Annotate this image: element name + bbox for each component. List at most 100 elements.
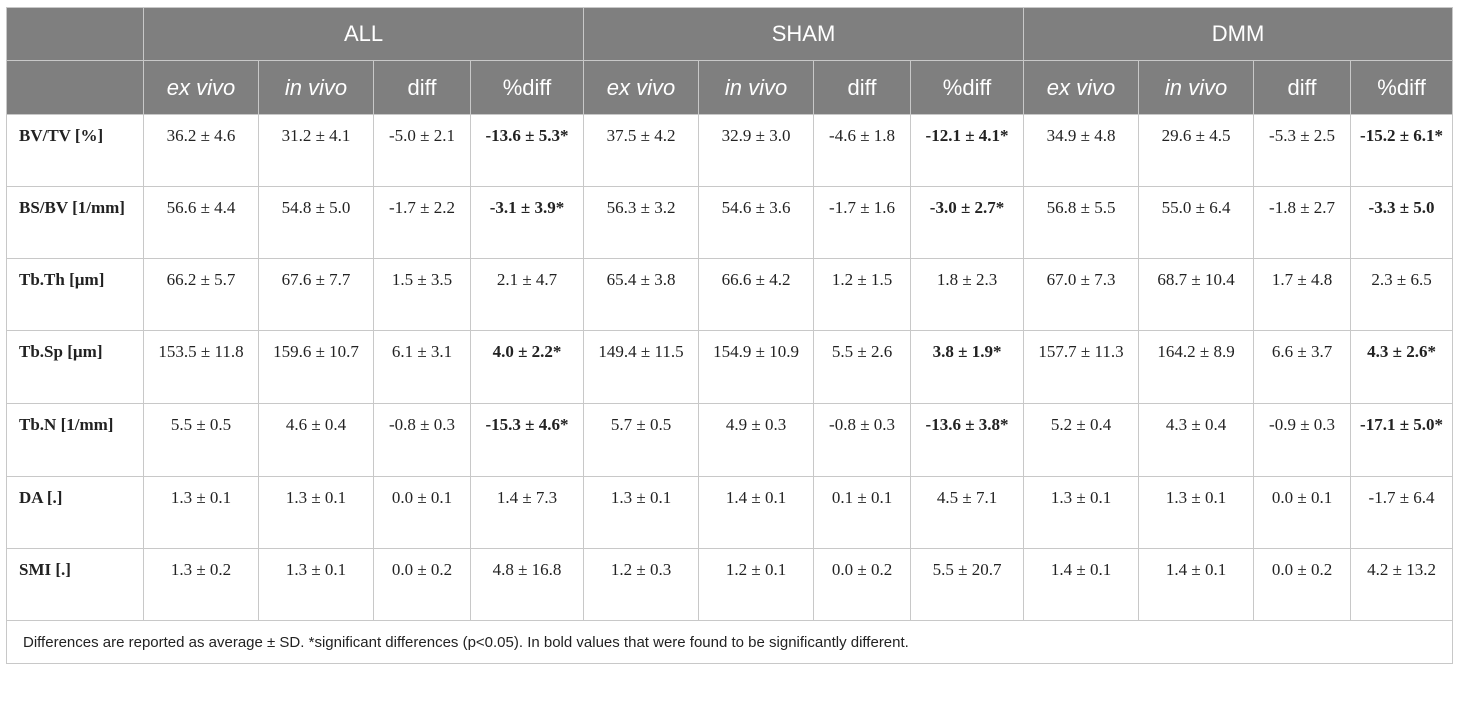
- table-cell: 164.2 ± 8.9: [1138, 330, 1255, 404]
- table-row: Tb.Sp [µm] 153.5 ± 11.8 159.6 ± 10.7 6.1 ± …: [6, 330, 1454, 404]
- group-header-dmm: DMM: [1023, 7, 1454, 61]
- table-cell: -12.1 ± 4.1*: [910, 114, 1025, 187]
- table-cell: 0.0 ± 0.1: [373, 476, 471, 549]
- table-cell: 4.6 ± 0.4: [258, 403, 374, 477]
- table-cell: -15.3 ± 4.6*: [469, 403, 585, 477]
- table-cell: 55.0 ± 6.4: [1138, 186, 1255, 259]
- table-cell: 4.9 ± 0.3: [698, 403, 815, 477]
- table-cell: 32.9 ± 3.0: [698, 114, 815, 187]
- table-cell: 5.5 ± 20.7: [910, 548, 1025, 621]
- table-cell: 0.0 ± 0.1: [1253, 476, 1352, 549]
- table-cell: 4.8 ± 16.8: [469, 548, 585, 621]
- table-cell: 0.0 ± 0.2: [813, 548, 912, 621]
- row-label: Tb.N [1/mm]: [6, 403, 144, 477]
- table-row: Tb.N [1/mm] 5.5 ± 0.5 4.6 ± 0.4 -0.8 ± 0.3-…: [6, 403, 1454, 477]
- table-cell: 1.3 ± 0.2: [143, 548, 259, 621]
- table-cell: 4.3 ± 0.4: [1138, 403, 1255, 477]
- table-cell: 56.6 ± 4.4: [143, 186, 259, 259]
- table-cell: 1.3 ± 0.1: [583, 476, 700, 549]
- table-cell: 3.8 ± 1.9*: [910, 330, 1025, 404]
- subheader-dmm-invivo: in vivo: [1138, 60, 1255, 115]
- table-cell: 67.0 ± 7.3: [1023, 258, 1140, 331]
- table-cell: 29.6 ± 4.5: [1138, 114, 1255, 187]
- results-table: ALL SHAM DMM ex vivo in vivo diff %diff ex v…: [5, 7, 1454, 664]
- table-cell: -1.8 ± 2.7: [1253, 186, 1352, 259]
- table-cell: 66.6 ± 4.2: [698, 258, 815, 331]
- table-cell: 153.5 ± 11.8: [143, 330, 259, 404]
- table-cell: 6.6 ± 3.7: [1253, 330, 1352, 404]
- table-cell: 1.4 ± 0.1: [1023, 548, 1140, 621]
- row-label: Tb.Th [µm]: [6, 258, 144, 331]
- subheader-all-exvivo: ex vivo: [143, 60, 259, 115]
- table-cell: 6.1 ± 3.1: [373, 330, 471, 404]
- table-cell: 154.9 ± 10.9: [698, 330, 815, 404]
- table-cell: 56.3 ± 3.2: [583, 186, 700, 259]
- table-cell: 37.5 ± 4.2: [583, 114, 700, 187]
- table-cell: -3.1 ± 3.9*: [469, 186, 585, 259]
- table-cell: 36.2 ± 4.6: [143, 114, 259, 187]
- table-row: BV/TV [%] 36.2 ± 4.6 31.2 ± 4.1 -5.0 ± 2.1-…: [6, 114, 1454, 187]
- table-row: DA [.] 1.3 ± 0.1 1.3 ± 0.1 0.0 ± 0.1 1.4 ± 7…: [6, 476, 1454, 549]
- table-cell: 68.7 ± 10.4: [1138, 258, 1255, 331]
- table-cell: 1.7 ± 4.8: [1253, 258, 1352, 331]
- table-cell: 2.3 ± 6.5: [1350, 258, 1454, 331]
- table-cell: -3.0 ± 2.7*: [910, 186, 1025, 259]
- row-label: Tb.Sp [µm]: [6, 330, 144, 404]
- subheader-row: ex vivo in vivo diff %diff ex vivo in vivo dif…: [6, 60, 1454, 115]
- table-row: SMI [.] 1.3 ± 0.2 1.3 ± 0.1 0.0 ± 0.2 4.8 ± …: [6, 548, 1454, 621]
- table-cell: -13.6 ± 3.8*: [910, 403, 1025, 477]
- table-cell: 34.9 ± 4.8: [1023, 114, 1140, 187]
- row-label: DA [.]: [6, 476, 144, 549]
- row-label: SMI [.]: [6, 548, 144, 621]
- table-cell: 1.2 ± 0.1: [698, 548, 815, 621]
- footnote-row: Differences are reported as average ± SD…: [5, 620, 1454, 664]
- table-row: Tb.Th [µm] 66.2 ± 5.7 67.6 ± 7.7 1.5 ± 3.5 2…: [6, 258, 1454, 331]
- subheader-all-diff: %diff: [469, 60, 585, 115]
- table-cell: 5.2 ± 0.4: [1023, 403, 1140, 477]
- corner-cell-2: [6, 60, 144, 115]
- table-cell: -1.7 ± 6.4: [1350, 476, 1454, 549]
- table-cell: -0.9 ± 0.3: [1253, 403, 1352, 477]
- table-cell: 1.5 ± 3.5: [373, 258, 471, 331]
- subheader-dmm-diff: diff: [1253, 60, 1352, 115]
- subheader-all-diff: diff: [373, 60, 471, 115]
- table-cell: 54.8 ± 5.0: [258, 186, 374, 259]
- table-cell: 31.2 ± 4.1: [258, 114, 374, 187]
- table-cell: 1.3 ± 0.1: [1023, 476, 1140, 549]
- subheader-sham-diff: diff: [813, 60, 912, 115]
- table-cell: 5.5 ± 0.5: [143, 403, 259, 477]
- table-cell: 67.6 ± 7.7: [258, 258, 374, 331]
- table-cell: 1.8 ± 2.3: [910, 258, 1025, 331]
- table-cell: 1.4 ± 0.1: [698, 476, 815, 549]
- subheader-sham-diff: %diff: [910, 60, 1025, 115]
- table-cell: 5.5 ± 2.6: [813, 330, 912, 404]
- subheader-sham-exvivo: ex vivo: [583, 60, 700, 115]
- table-cell: 2.1 ± 4.7: [469, 258, 585, 331]
- table-body: BV/TV [%] 36.2 ± 4.6 31.2 ± 4.1 -5.0 ± 2.1-…: [6, 114, 1454, 621]
- table-cell: -0.8 ± 0.3: [373, 403, 471, 477]
- group-header-all: ALL: [142, 7, 585, 61]
- table-cell: 0.0 ± 0.2: [373, 548, 471, 621]
- table-cell: 56.8 ± 5.5: [1023, 186, 1140, 259]
- table-cell: 66.2 ± 5.7: [143, 258, 259, 331]
- table-cell: 1.2 ± 0.3: [583, 548, 700, 621]
- group-header-row: ALL SHAM DMM: [6, 7, 1454, 61]
- table-cell: 4.0 ± 2.2*: [469, 330, 585, 404]
- table-cell: 0.0 ± 0.2: [1253, 548, 1352, 621]
- table-cell: 1.3 ± 0.1: [1138, 476, 1255, 549]
- table-cell: 149.4 ± 11.5: [583, 330, 700, 404]
- subheader-dmm-exvivo: ex vivo: [1023, 60, 1140, 115]
- subheader-dmm-diff: %diff: [1350, 60, 1454, 115]
- table-cell: 1.3 ± 0.1: [143, 476, 259, 549]
- table-cell: 1.4 ± 0.1: [1138, 548, 1255, 621]
- subheader-sham-invivo: in vivo: [698, 60, 815, 115]
- table-cell: 159.6 ± 10.7: [258, 330, 374, 404]
- row-label: BV/TV [%]: [6, 114, 144, 187]
- table-cell: 5.7 ± 0.5: [583, 403, 700, 477]
- table-cell: -3.3 ± 5.0: [1350, 186, 1454, 259]
- table-cell: -5.3 ± 2.5: [1253, 114, 1352, 187]
- table-cell: 1.3 ± 0.1: [258, 476, 374, 549]
- corner-cell: [6, 7, 144, 61]
- table-cell: 1.2 ± 1.5: [813, 258, 912, 331]
- table-cell: 54.6 ± 3.6: [698, 186, 815, 259]
